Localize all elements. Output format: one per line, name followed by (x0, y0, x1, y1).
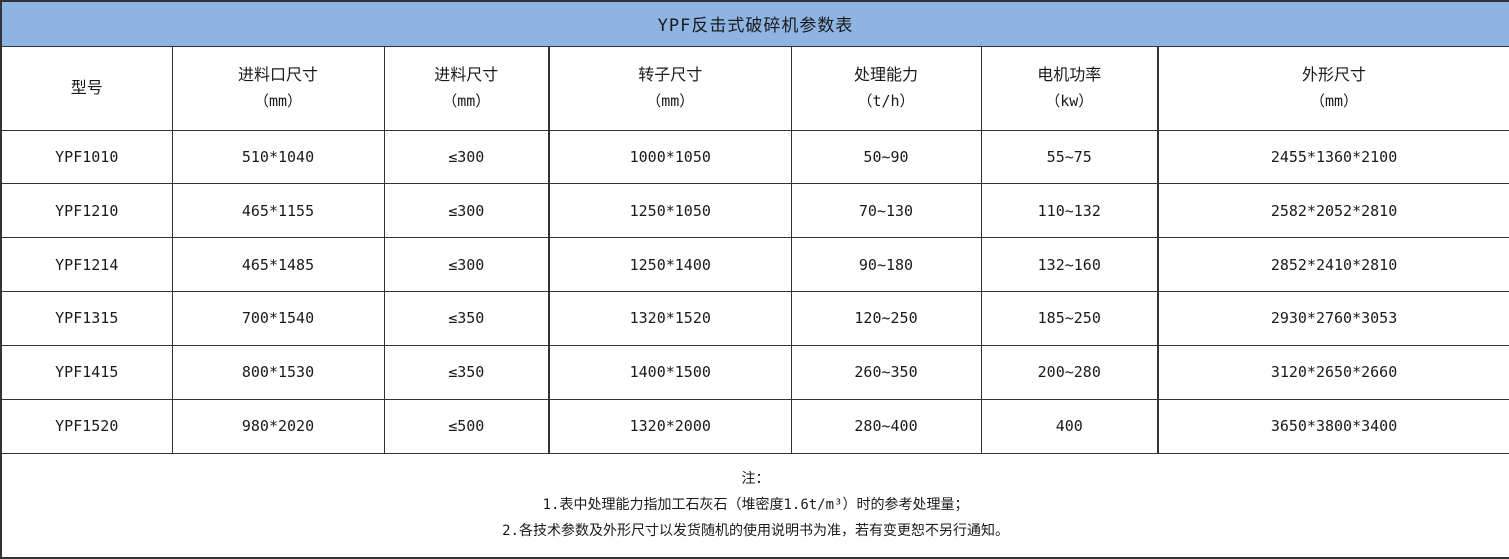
cell-overall-dimensions: 3120*2650*2660 (1157, 344, 1509, 400)
col-header-feed-size: 进料尺寸 （mm） (383, 45, 550, 131)
cell-capacity: 260~350 (790, 344, 982, 400)
cell-feed-opening: 465*1485 (171, 237, 385, 292)
cell-overall-dimensions: 2582*2052*2810 (1157, 183, 1509, 239)
table-row-ypf1315: YPF1315 700*1540 ≤350 1320*1520 120~250 … (0, 290, 1509, 346)
cell-model: YPF1210 (0, 183, 173, 239)
title-bar: YPF反击式破碎机参数表 (0, 0, 1509, 47)
notes-block: 注： 1.表中处理能力指加工石灰石（堆密度1.6t/m³）时的参考处理量； 2.… (2, 466, 1509, 544)
col-unit: （mm） (646, 92, 695, 110)
cell-rotor-size: 1320*2000 (548, 398, 792, 454)
cell-overall-dimensions: 3650*3800*3400 (1157, 398, 1509, 454)
column-header-row: 型号 进料口尺寸 （mm） 进料尺寸 （mm） 转子尺寸 （mm） 处理能力 （… (0, 45, 1509, 131)
cell-model: YPF1010 (0, 129, 173, 185)
col-label: 型号 (70, 78, 103, 97)
cell-rotor-size: 1250*1400 (548, 237, 792, 292)
col-header-capacity: 处理能力 （t/h） (790, 45, 982, 131)
col-label: 进料口尺寸 (237, 65, 318, 84)
col-unit: （mm） (253, 92, 303, 110)
col-header-model: 型号 (0, 45, 173, 131)
cell-motor-power: 400 (980, 398, 1159, 454)
note-line-1: 1.表中处理能力指加工石灰石（堆密度1.6t/m³）时的参考处理量； (542, 497, 969, 514)
cell-capacity: 120~250 (790, 290, 982, 346)
notes-cell: 注： 1.表中处理能力指加工石灰石（堆密度1.6t/m³）时的参考处理量； 2.… (0, 452, 1509, 559)
cell-feed-size: ≤300 (383, 183, 550, 239)
cell-motor-power: 110~132 (980, 183, 1159, 239)
cell-feed-opening: 980*2020 (171, 398, 385, 454)
cell-model: YPF1315 (0, 290, 173, 346)
col-unit: （mm） (1310, 92, 1359, 110)
cell-motor-power: 55~75 (980, 129, 1159, 185)
col-label: 转子尺寸 (638, 65, 703, 84)
cell-capacity: 280~400 (790, 398, 982, 454)
cell-overall-dimensions: 2455*1360*2100 (1157, 129, 1509, 185)
cell-capacity: 50~90 (790, 129, 982, 185)
cell-motor-power: 132~160 (980, 237, 1159, 292)
page-title: YPF反击式破碎机参数表 (0, 0, 1509, 47)
col-unit: （mm） (442, 92, 491, 110)
col-header-rotor-size: 转子尺寸 （mm） (548, 45, 792, 131)
cell-feed-opening: 800*1530 (171, 344, 385, 400)
cell-feed-size: ≤350 (383, 344, 550, 400)
col-label: 处理能力 (853, 65, 918, 84)
notes-heading: 注： (741, 471, 770, 488)
col-unit: （kw） (1045, 92, 1094, 110)
notes-row: 注： 1.表中处理能力指加工石灰石（堆密度1.6t/m³）时的参考处理量； 2.… (0, 452, 1509, 559)
cell-overall-dimensions: 2852*2410*2810 (1157, 237, 1509, 292)
table-row-ypf1520: YPF1520 980*2020 ≤500 1320*2000 280~400 … (0, 398, 1509, 454)
col-header-feed-opening: 进料口尺寸 （mm） (171, 45, 385, 131)
col-header-overall-dimensions: 外形尺寸 （mm） (1157, 45, 1509, 131)
cell-feed-size: ≤500 (383, 398, 550, 454)
cell-capacity: 70~130 (790, 183, 982, 239)
col-label: 电机功率 (1037, 65, 1102, 84)
col-label: 外形尺寸 (1302, 65, 1367, 84)
cell-motor-power: 200~280 (980, 344, 1159, 400)
cell-overall-dimensions: 2930*2760*3053 (1157, 290, 1509, 346)
cell-rotor-size: 1250*1050 (548, 183, 792, 239)
cell-model: YPF1214 (0, 237, 173, 292)
col-label: 进料尺寸 (434, 65, 499, 84)
cell-feed-size: ≤350 (383, 290, 550, 346)
cell-feed-size: ≤300 (383, 129, 550, 185)
cell-rotor-size: 1400*1500 (548, 344, 792, 400)
table-row-ypf1415: YPF1415 800*1530 ≤350 1400*1500 260~350 … (0, 344, 1509, 400)
col-unit: （t/h） (857, 92, 915, 110)
col-header-motor-power: 电机功率 （kw） (980, 45, 1159, 131)
cell-motor-power: 185~250 (980, 290, 1159, 346)
cell-rotor-size: 1320*1520 (548, 290, 792, 346)
cell-feed-opening: 510*1040 (171, 129, 385, 185)
cell-rotor-size: 1000*1050 (548, 129, 792, 185)
cell-model: YPF1415 (0, 344, 173, 400)
cell-model: YPF1520 (0, 398, 173, 454)
cell-feed-opening: 700*1540 (171, 290, 385, 346)
table-row-ypf1210: YPF1210 465*1155 ≤300 1250*1050 70~130 1… (0, 183, 1509, 239)
cell-feed-size: ≤300 (383, 237, 550, 292)
cell-feed-opening: 465*1155 (171, 183, 385, 239)
cell-capacity: 90~180 (790, 237, 982, 292)
table-row-ypf1010: YPF1010 510*1040 ≤300 1000*1050 50~90 55… (0, 129, 1509, 185)
note-line-2: 2.各技术参数及外形尺寸以发货随机的使用说明书为准，若有变更恕不另行通知。 (502, 523, 1009, 540)
table-row-ypf1214: YPF1214 465*1485 ≤300 1250*1400 90~180 1… (0, 237, 1509, 292)
